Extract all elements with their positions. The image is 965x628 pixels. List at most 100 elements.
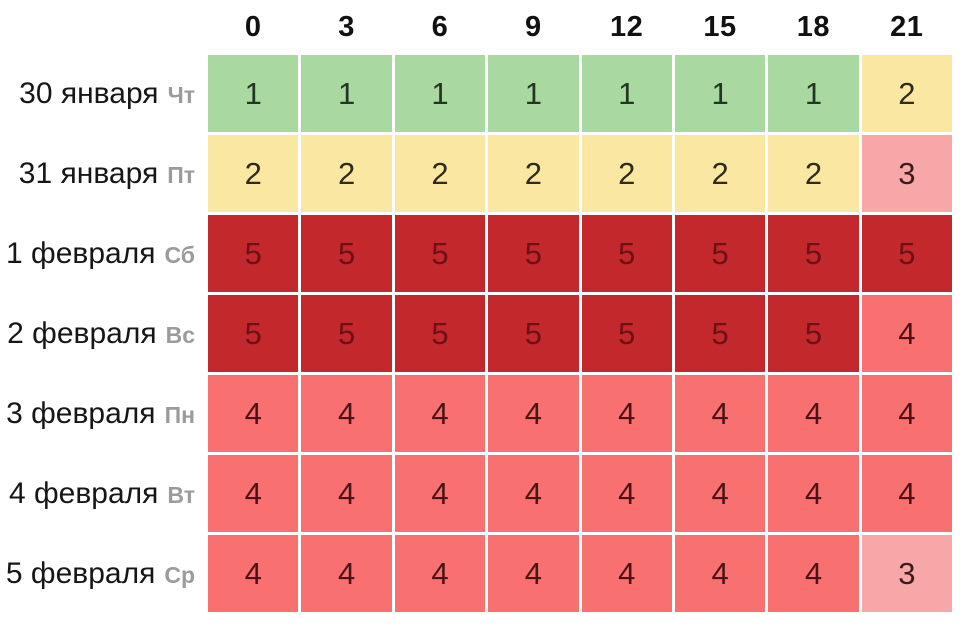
value-cell: 2	[581, 135, 672, 212]
hour-header-cell: 0	[244, 11, 262, 43]
value-cell: 4	[208, 535, 299, 612]
table-row: 1 февраля Сб 5 5 5 5 5 5 5 5	[0, 215, 952, 292]
value-cell: 1	[674, 55, 766, 132]
value-cell: 5	[581, 215, 672, 292]
weekday-abbr: Сб	[164, 241, 195, 268]
date-label-text: 30 января Чт	[19, 77, 195, 111]
value-cell: 5	[488, 295, 579, 372]
table-row: 3 февраля Пн 4 4 4 4 4 4 4 4	[0, 375, 952, 452]
value-cell: 4	[301, 455, 392, 532]
date-label-text: 4 февраля Вт	[9, 477, 195, 511]
hour-header-row: 0 3 6 9 12 15 18 21	[0, 0, 952, 55]
value-cell: 5	[301, 295, 392, 372]
weekday-abbr: Вт	[167, 481, 195, 508]
value-cell: 5	[208, 215, 299, 292]
value-cell: 2	[488, 135, 579, 212]
value-cell: 4	[674, 455, 766, 532]
value-cell: 1	[394, 55, 486, 132]
date-text: 30 января	[19, 76, 159, 110]
date-label: 30 января Чт	[0, 55, 205, 132]
value-cell: 4	[301, 375, 392, 452]
value-cell: 4	[768, 455, 859, 532]
value-cell: 4	[208, 375, 299, 452]
value-cell: 5	[674, 295, 766, 372]
date-label-text: 1 февраля Сб	[6, 237, 195, 271]
value-cell: 4	[861, 295, 952, 372]
table-row: 31 января Пт 2 2 2 2 2 2 2 3	[0, 135, 952, 212]
value-cell: 5	[581, 295, 672, 372]
value-cell: 4	[861, 455, 952, 532]
value-cell: 2	[394, 135, 486, 212]
value-cell: 1	[301, 55, 392, 132]
date-text: 31 января	[18, 156, 159, 190]
value-cell: 4	[768, 535, 859, 612]
value-cell: 4	[394, 455, 486, 532]
date-text: 5 февраля	[5, 556, 156, 590]
value-cell: 4	[674, 375, 766, 452]
date-text: 1 февраля	[6, 236, 156, 270]
weekday-abbr: Вс	[165, 321, 195, 348]
table-row: 30 января Чт 1 1 1 1 1 1 1 2	[0, 55, 952, 132]
value-cell: 4	[301, 535, 392, 612]
hour-header-cell: 18	[796, 11, 831, 43]
value-cell: 1	[581, 55, 672, 132]
hour-header-cell: 15	[703, 11, 737, 43]
date-label: 4 февраля Вт	[0, 455, 205, 532]
date-label: 5 февраля Ср	[0, 535, 205, 612]
date-text: 3 февраля	[6, 396, 156, 430]
date-text: 2 февраля	[7, 316, 157, 350]
hour-header-cell: 21	[890, 11, 924, 43]
table-row: 4 февраля Вт 4 4 4 4 4 4 4 4	[0, 455, 952, 532]
date-label: 3 февраля Пн	[0, 375, 205, 452]
value-cell: 4	[861, 375, 952, 452]
value-cell: 3	[861, 535, 952, 612]
value-cell: 4	[581, 455, 672, 532]
hour-header-cell: 12	[610, 11, 644, 43]
date-label: 2 февраля Вс	[0, 295, 205, 372]
hour-header-cell: 9	[524, 11, 542, 43]
value-cell: 4	[581, 375, 672, 452]
weekday-abbr: Пн	[164, 401, 195, 428]
value-cell: 4	[488, 455, 579, 532]
value-cell: 5	[394, 215, 486, 292]
value-cell: 3	[861, 135, 952, 212]
hour-header-cell: 3	[338, 11, 355, 43]
value-cell: 5	[768, 215, 859, 292]
value-cell: 5	[488, 215, 579, 292]
value-cell: 4	[488, 375, 579, 452]
value-cell: 2	[208, 135, 299, 212]
value-cell: 2	[861, 55, 952, 132]
value-cell: 4	[394, 375, 486, 452]
date-text: 4 февраля	[8, 476, 159, 510]
weekday-abbr: Пт	[167, 161, 195, 188]
value-cell: 5	[674, 215, 766, 292]
date-label: 31 января Пт	[0, 135, 205, 212]
date-label-text: 2 февраля Вс	[7, 317, 195, 351]
value-cell: 4	[208, 455, 299, 532]
value-cell: 1	[768, 55, 859, 132]
value-cell: 4	[674, 535, 766, 612]
value-cell: 2	[674, 135, 766, 212]
date-label-text: 3 февраля Пн	[6, 397, 195, 431]
weekday-abbr: Чт	[167, 81, 195, 108]
value-cell: 5	[208, 295, 299, 372]
table-row: 5 февраля Ср 4 4 4 4 4 4 4 3	[0, 535, 952, 612]
value-cell: 5	[394, 295, 486, 372]
forecast-rows: 30 января Чт 1 1 1 1 1 1 1 2 31 января Пт 2 2 2 2 2 2 2 3 1 …	[0, 55, 952, 612]
value-cell: 4	[488, 535, 579, 612]
table-row: 2 февраля Вс 5 5 5 5 5 5 5 4	[0, 295, 952, 372]
date-label: 1 февраля Сб	[0, 215, 205, 292]
hour-header-cell: 6	[431, 11, 449, 43]
value-cell: 5	[301, 215, 392, 292]
value-cell: 4	[768, 375, 859, 452]
value-cell: 4	[394, 535, 486, 612]
value-cell: 4	[581, 535, 672, 612]
value-cell: 5	[861, 215, 952, 292]
heatmap-table: 0 3 6 9 12 15 18 21 30 января Чт 1 1 1 1 1 1 1 2 31 январ…	[0, 0, 952, 612]
weekday-abbr: Ср	[164, 561, 195, 588]
value-cell: 1	[488, 55, 579, 132]
value-cell: 2	[768, 135, 859, 212]
date-label-text: 5 февраля Ср	[6, 557, 195, 591]
value-cell: 1	[208, 55, 299, 132]
